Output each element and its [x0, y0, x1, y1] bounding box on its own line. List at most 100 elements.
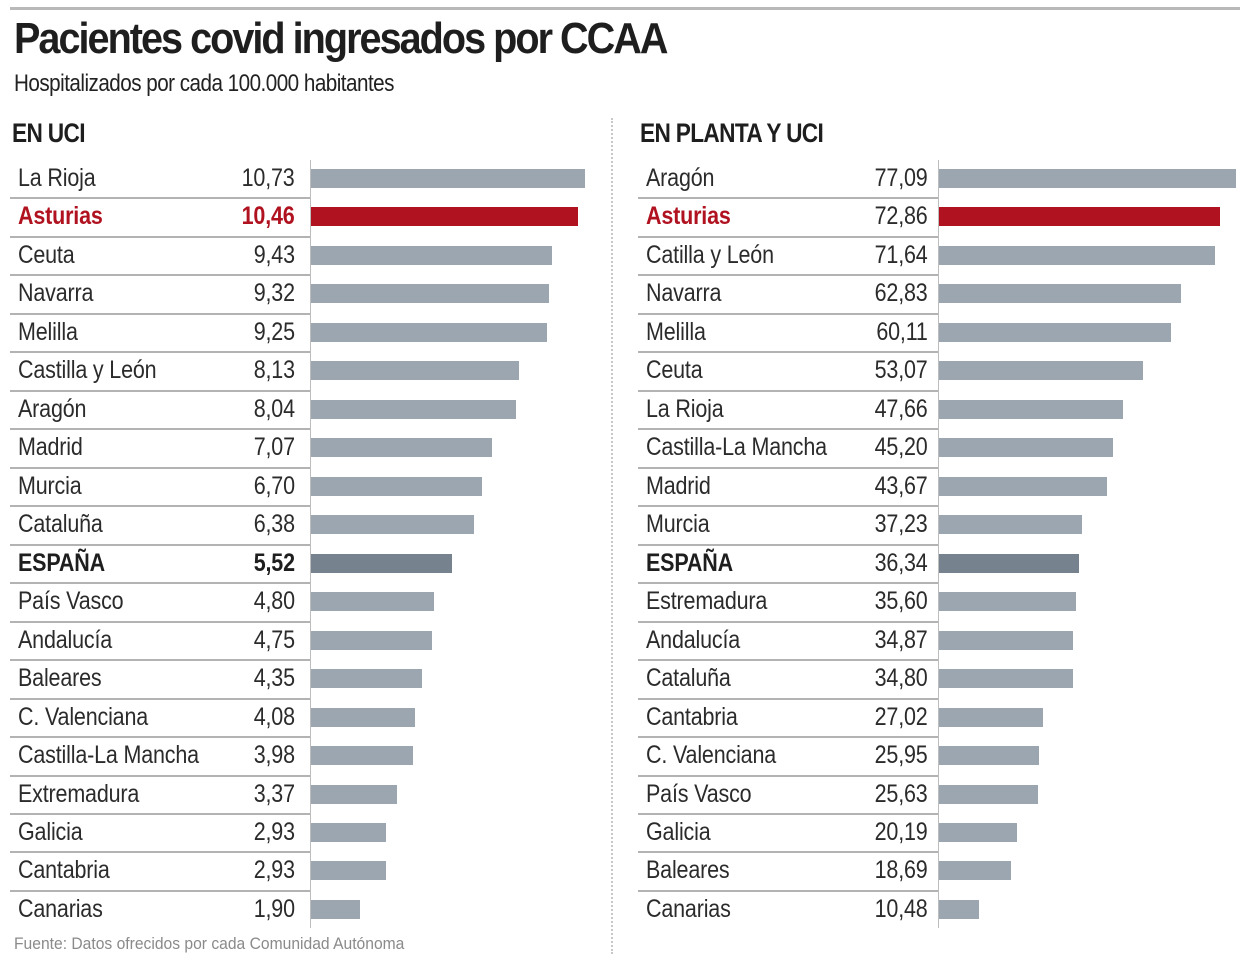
bar: [939, 822, 1017, 842]
bar: [311, 861, 386, 881]
bar-row: Asturias 10,46: [0, 197, 620, 236]
bar-row: Castilla-La Mancha 45,20: [628, 428, 1248, 467]
bar-row: Canarias 1,90: [0, 889, 620, 929]
row-separator: [638, 351, 938, 354]
bar-row: Murcia 37,23: [628, 505, 1248, 544]
row-separator: [638, 812, 938, 815]
value-label: 47,66: [875, 394, 928, 423]
bar-row: Catilla y León 71,64: [628, 235, 1248, 275]
value-label: 62,83: [875, 279, 928, 308]
panel-en-planta-y-uci: EN PLANTA Y UCI Aragón 77,09 Asturias 72,86…: [628, 0, 1248, 954]
row-separator: [638, 543, 938, 546]
category-label: Galicia: [646, 817, 711, 846]
bar: [939, 784, 1038, 804]
bar: [939, 553, 1079, 573]
bar-row: Andalucía 4,75: [0, 620, 620, 660]
bar: [311, 746, 413, 766]
bar-row: Murcia 6,70: [0, 466, 620, 506]
value-label: 2,93: [253, 817, 295, 846]
bar-row: Cantabria 2,93: [0, 851, 620, 890]
bar: [939, 630, 1074, 650]
bar: [311, 592, 434, 612]
bar-row: Castilla-La Mancha 3,98: [0, 736, 620, 775]
value-label: 5,52: [253, 548, 295, 577]
bar-row: Melilla 60,11: [628, 312, 1248, 352]
bar: [939, 207, 1220, 227]
bar: [939, 476, 1108, 496]
bar: [939, 284, 1182, 304]
category-label: ESPAÑA: [18, 548, 105, 577]
value-label: 10,46: [242, 202, 295, 231]
value-label: 34,87: [875, 625, 928, 654]
value-label: 1,90: [253, 894, 295, 923]
bar-row: Cataluña 6,38: [0, 505, 620, 544]
bar: [311, 707, 416, 727]
value-label: 2,93: [253, 856, 295, 885]
bar-row: Madrid 7,07: [0, 428, 620, 467]
row-separator: [10, 697, 310, 700]
bar: [939, 245, 1215, 265]
value-label: 77,09: [875, 164, 928, 192]
row-separator: [638, 274, 938, 277]
row-separator: [638, 774, 938, 777]
row-separator: [638, 466, 938, 469]
category-label: Navarra: [18, 279, 94, 308]
row-separator: [10, 543, 310, 546]
value-label: 18,69: [875, 856, 928, 885]
bar-row: Castilla y León 8,13: [0, 351, 620, 390]
bar-row: Asturias 72,86: [628, 197, 1248, 236]
category-label: Castilla-La Mancha: [18, 741, 199, 770]
bar: [311, 553, 452, 573]
category-label: Ceuta: [646, 356, 703, 385]
bar-row: Ceuta 9,43: [0, 235, 620, 275]
value-label: 72,86: [875, 202, 928, 231]
value-label: 27,02: [875, 702, 928, 731]
bar: [311, 476, 483, 496]
bar-row: Ceuta 53,07: [628, 351, 1248, 390]
row-separator: [638, 428, 938, 431]
row-separator: [10, 582, 310, 585]
value-label: 4,08: [253, 702, 295, 731]
bar-row: Cataluña 34,80: [628, 659, 1248, 698]
category-label: C. Valenciana: [646, 741, 777, 770]
bar-row: ESPAÑA 5,52: [0, 543, 620, 583]
bar-row: Navarra 62,83: [628, 274, 1248, 313]
category-label: Castilla y León: [18, 356, 157, 385]
category-label: Canarias: [18, 894, 103, 923]
row-separator: [10, 274, 310, 277]
value-label: 6,38: [253, 510, 295, 539]
row-separator: [10, 428, 310, 431]
value-label: 10,48: [875, 894, 928, 923]
bar-row: Aragón 77,09: [628, 160, 1248, 198]
category-label: Canarias: [646, 894, 731, 923]
chart-subtitle: Hospitalizados por cada 100.000 habitant…: [14, 70, 394, 97]
row-separator: [10, 774, 310, 777]
bar: [939, 438, 1114, 458]
bar-row: Galicia 20,19: [628, 812, 1248, 852]
row-separator: [10, 812, 310, 815]
row-separator: [638, 389, 938, 392]
row-separator: [638, 620, 938, 623]
row-separator: [10, 235, 310, 238]
bar-row: Estremadura 35,60: [628, 582, 1248, 621]
value-label: 34,80: [875, 664, 928, 693]
row-separator: [10, 620, 310, 623]
bar-row: Aragón 8,04: [0, 389, 620, 429]
category-label: Melilla: [646, 317, 706, 346]
category-label: La Rioja: [18, 164, 96, 192]
value-label: 71,64: [875, 240, 928, 269]
bar: [939, 899, 980, 919]
value-label: 3,37: [253, 779, 295, 808]
category-label: La Rioja: [646, 394, 724, 423]
bar: [311, 399, 517, 419]
bar-row: Galicia 2,93: [0, 812, 620, 852]
category-label: Ceuta: [18, 240, 75, 269]
bar-row: Extremadura 3,37: [0, 774, 620, 814]
category-label: Asturias: [18, 202, 103, 231]
row-separator: [10, 659, 310, 662]
bar-row: La Rioja 47,66: [628, 389, 1248, 429]
row-separator: [10, 312, 310, 315]
category-label: Extremadura: [18, 779, 140, 808]
value-label: 37,23: [875, 510, 928, 539]
panel-title: EN PLANTA Y UCI: [640, 118, 824, 148]
